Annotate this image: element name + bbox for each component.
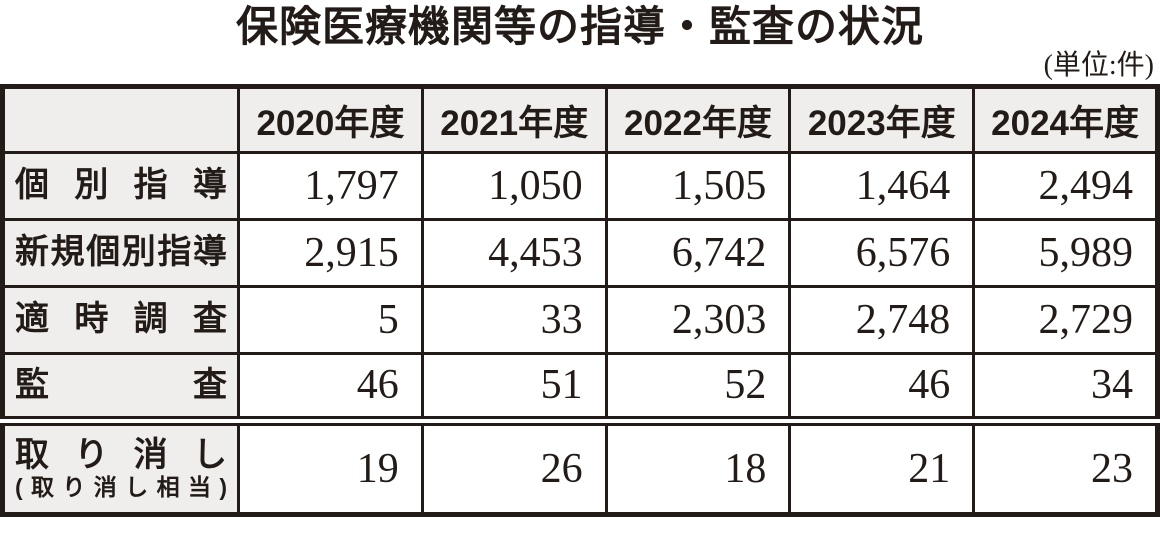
row-label: 監査 [1, 352, 240, 426]
cell-value: 21 [788, 419, 976, 517]
guidance-audit-table: 2020年度 2021年度 2022年度 2023年度 2024年度 個別指導 … [0, 84, 1160, 518]
row-label: 取り消し (取り消し相当) [1, 419, 240, 517]
column-header-2020: 2020年度 [237, 85, 424, 155]
cell-value: 26 [420, 419, 608, 517]
cell-value: 5 [237, 285, 424, 356]
cell-value: 2,303 [604, 285, 792, 356]
cell-value: 23 [972, 419, 1159, 517]
cell-value: 1,050 [420, 151, 608, 222]
header-row: 2020年度 2021年度 2022年度 2023年度 2024年度 [1, 85, 1159, 155]
cell-value: 46 [788, 352, 976, 426]
cell-value: 19 [237, 419, 424, 517]
page-title: 保険医療機関等の指導・監査の状況 [235, 3, 924, 50]
column-header-2024: 2024年度 [972, 85, 1159, 155]
column-header-2023: 2023年度 [788, 85, 976, 155]
cell-value: 18 [604, 419, 792, 517]
cell-value: 51 [420, 352, 608, 426]
table-row-shinki-kobetsu-shido: 新規個別指導 2,915 4,453 6,742 6,576 5,989 [1, 218, 1159, 289]
column-header-2021: 2021年度 [420, 85, 608, 155]
cell-value: 5,989 [972, 218, 1159, 289]
cell-value: 2,915 [237, 218, 424, 289]
cell-value: 4,453 [420, 218, 608, 289]
row-label: 個別指導 [1, 151, 240, 222]
row-label-sub: (取り消し相当) [15, 474, 227, 501]
column-header-2022: 2022年度 [604, 85, 792, 155]
corner-cell [1, 85, 240, 155]
row-label-main: 取り消し [15, 436, 227, 475]
table-row-torikeshi: 取り消し (取り消し相当) 19 26 18 21 23 [1, 419, 1159, 517]
cell-value: 34 [972, 352, 1159, 426]
cell-value: 1,505 [604, 151, 792, 222]
unit-note: (単位:件) [1043, 50, 1154, 82]
cell-value: 2,494 [972, 151, 1159, 222]
row-label: 適時調査 [1, 285, 240, 356]
cell-value: 1,464 [788, 151, 976, 222]
cell-value: 6,576 [788, 218, 976, 289]
cell-value: 2,748 [788, 285, 976, 356]
cell-value: 46 [237, 352, 424, 426]
row-label: 新規個別指導 [1, 218, 240, 289]
cell-value: 2,729 [972, 285, 1159, 356]
table-row-tekiji-chosa: 適時調査 5 33 2,303 2,748 2,729 [1, 285, 1159, 356]
cell-value: 6,742 [604, 218, 792, 289]
table-row-kobetsu-shido: 個別指導 1,797 1,050 1,505 1,464 2,494 [1, 151, 1159, 222]
cell-value: 33 [420, 285, 608, 356]
table-row-kansa: 監査 46 51 52 46 34 [1, 352, 1159, 426]
cell-value: 52 [604, 352, 792, 426]
cell-value: 1,797 [237, 151, 424, 222]
